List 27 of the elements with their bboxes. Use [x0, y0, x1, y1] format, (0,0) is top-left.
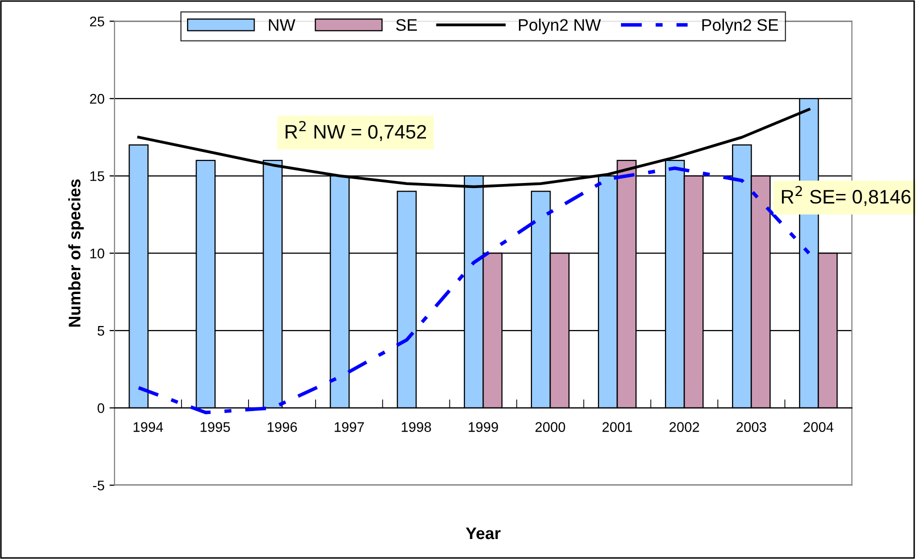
x-tick-label: 1997	[334, 422, 364, 432]
x-tick-label: 2001	[602, 422, 632, 432]
legend-label: NW	[268, 19, 296, 31]
y-tick-label: 25	[90, 16, 104, 26]
line-series	[136, 166, 811, 414]
x-tick-label: 2004	[804, 422, 834, 432]
x-tick-label: 1999	[468, 422, 498, 432]
legend-label: Polyn2 NW	[518, 18, 601, 34]
x-axis-title: Year	[466, 528, 501, 540]
x-tick-label: 1996	[268, 422, 297, 432]
y-tick-label: 10	[90, 248, 104, 258]
annotation: R$^{2}$ NW = 0,7452	[286, 120, 426, 142]
y-axis-title: Number of species	[68, 179, 84, 327]
y-tick-label: 5	[98, 326, 104, 336]
x-tick-label: 2000	[535, 422, 566, 432]
annotation: R$^{2}$ SE= 0,8146	[782, 186, 910, 206]
y-tick-label: -5	[93, 480, 104, 490]
x-tick-label: 1995	[200, 422, 230, 432]
x-tick-label: 2003	[736, 422, 766, 432]
x-tick-label: 1994	[134, 422, 164, 432]
y-tick-label: 0	[98, 403, 104, 414]
y-tick-label: 15	[90, 171, 104, 182]
x-tick-label: 2002	[670, 422, 700, 432]
y-tick-label: 20	[90, 94, 104, 104]
legend-label: Polyn2 SE	[702, 18, 778, 34]
legend-label: SE	[396, 19, 417, 31]
x-tick-label: 1998	[402, 422, 431, 432]
